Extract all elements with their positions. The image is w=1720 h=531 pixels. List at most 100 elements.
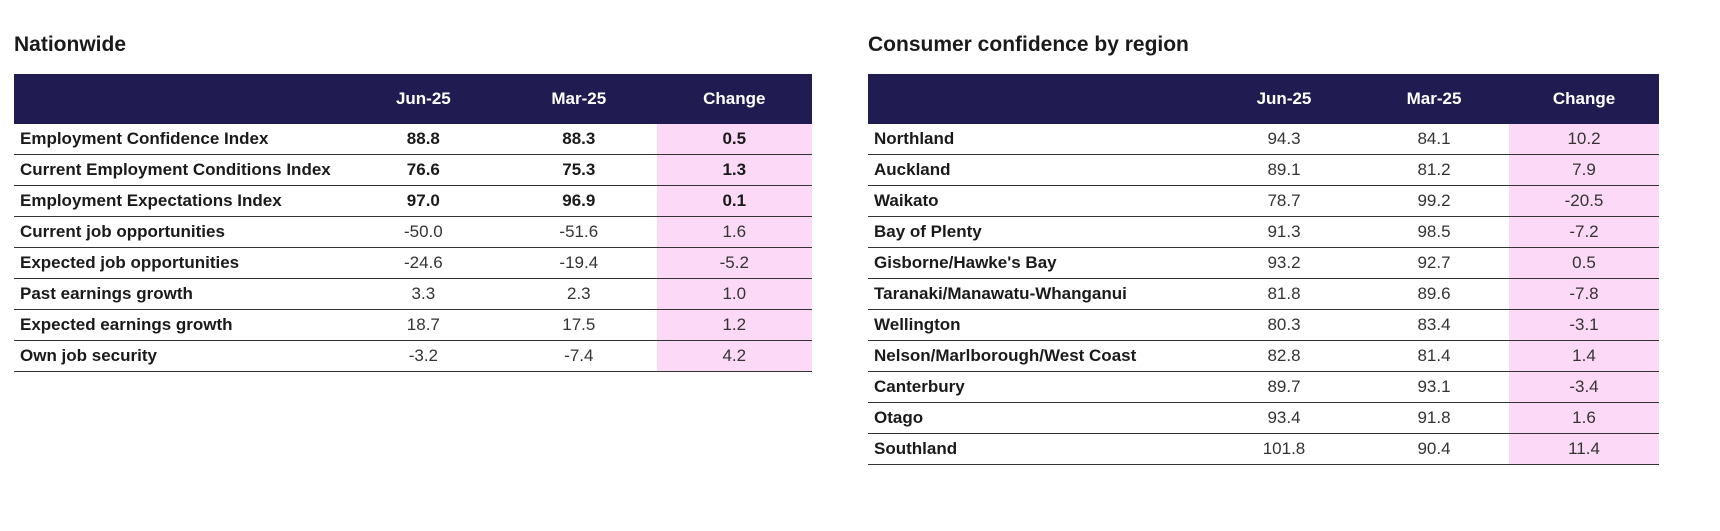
row-label: Bay of Plenty	[868, 216, 1209, 248]
table-header-row: Jun-25 Mar-25 Change	[868, 74, 1659, 124]
change-value: 7.9	[1509, 154, 1659, 186]
jun-25-value: 94.3	[1209, 124, 1359, 155]
mar-25-value: 99.2	[1359, 185, 1509, 217]
column-header-label	[14, 74, 346, 124]
jun-25-value: 93.4	[1209, 402, 1359, 434]
mar-25-value: 93.1	[1359, 371, 1509, 403]
mar-25-value: 81.2	[1359, 154, 1509, 186]
change-value: -3.1	[1509, 309, 1659, 341]
nationwide-table: Jun-25 Mar-25 Change Employment Confiden…	[14, 74, 812, 372]
column-header-mar-25: Mar-25	[1406, 89, 1462, 108]
row-label: Auckland	[868, 154, 1209, 186]
jun-25-value: 97.0	[345, 185, 502, 217]
change-value: 1.3	[656, 154, 812, 186]
table-row: Gisborne/Hawke's Bay 93.2 92.7 0.5	[868, 247, 1659, 279]
mar-25-value: 98.5	[1359, 216, 1509, 248]
mar-25-value: 17.5	[501, 309, 657, 341]
table-row: Auckland 89.1 81.2 7.9	[868, 154, 1659, 186]
table-row: Bay of Plenty 91.3 98.5 -7.2	[868, 216, 1659, 248]
mar-25-value: 92.7	[1359, 247, 1509, 279]
jun-25-value: 81.8	[1209, 278, 1359, 310]
jun-25-value: 93.2	[1209, 247, 1359, 279]
row-label: Southland	[868, 433, 1209, 465]
mar-25-value: -7.4	[501, 340, 657, 372]
row-label: Employment Expectations Index	[14, 185, 346, 217]
mar-25-value: -51.6	[501, 216, 657, 248]
mar-25-value: -19.4	[501, 247, 657, 279]
table-row: Employment Expectations Index 97.0 96.9 0.1	[14, 185, 812, 217]
table-row: Southland 101.8 90.4 11.4	[868, 433, 1659, 465]
mar-25-value: 91.8	[1359, 402, 1509, 434]
regional-panel: Consumer confidence by region Jun-25 Mar…	[868, 30, 1659, 465]
table-row: Nelson/Marlborough/West Coast 82.8 81.4 1.4	[868, 340, 1659, 372]
jun-25-value: 89.7	[1209, 371, 1359, 403]
jun-25-value: 89.1	[1209, 154, 1359, 186]
jun-25-value: 78.7	[1209, 185, 1359, 217]
table-row: Expected earnings growth 18.7 17.5 1.2	[14, 309, 812, 341]
table-row: Own job security -3.2 -7.4 4.2	[14, 340, 812, 372]
mar-25-value: 75.3	[501, 154, 657, 186]
row-label: Waikato	[868, 185, 1209, 217]
column-header-jun-25: Jun-25	[395, 89, 451, 108]
change-value: 1.0	[656, 278, 812, 310]
table-row: Northland 94.3 84.1 10.2	[868, 124, 1659, 155]
change-value: -3.4	[1509, 371, 1659, 403]
table-row: Otago 93.4 91.8 1.6	[868, 402, 1659, 434]
change-value: -7.8	[1509, 278, 1659, 310]
column-header-mar-25: Mar-25	[551, 89, 607, 108]
change-value: -7.2	[1509, 216, 1659, 248]
column-header-change: Change	[703, 89, 766, 108]
change-value: 0.5	[1509, 247, 1659, 279]
row-label: Current Employment Conditions Index	[14, 154, 346, 186]
column-header-jun-25: Jun-25	[1256, 89, 1312, 108]
jun-25-value: -24.6	[345, 247, 502, 279]
table-row: Employment Confidence Index 88.8 88.3 0.5	[14, 124, 812, 155]
nationwide-panel: Nationwide Jun-25 Mar-25 Change Employme…	[14, 30, 812, 372]
jun-25-value: 101.8	[1209, 433, 1359, 465]
table-row: Waikato 78.7 99.2 -20.5	[868, 185, 1659, 217]
change-value: 1.4	[1509, 340, 1659, 372]
jun-25-value: 91.3	[1209, 216, 1359, 248]
row-label: Expected earnings growth	[14, 309, 346, 341]
change-value: 0.5	[656, 124, 812, 155]
mar-25-value: 81.4	[1359, 340, 1509, 372]
table-row: Expected job opportunities -24.6 -19.4 -5.2	[14, 247, 812, 279]
row-label: Taranaki/Manawatu-Whanganui	[868, 278, 1209, 310]
mar-25-value: 84.1	[1359, 124, 1509, 155]
jun-25-value: 76.6	[345, 154, 502, 186]
jun-25-value: -50.0	[345, 216, 502, 248]
row-label: Gisborne/Hawke's Bay	[868, 247, 1209, 279]
mar-25-value: 83.4	[1359, 309, 1509, 341]
mar-25-value: 89.6	[1359, 278, 1509, 310]
change-value: -20.5	[1509, 185, 1659, 217]
row-label: Current job opportunities	[14, 216, 346, 248]
regional-table: Jun-25 Mar-25 Change Northland 94.3 84.1 10…	[868, 74, 1659, 465]
row-label: Wellington	[868, 309, 1209, 341]
change-value: 1.6	[656, 216, 812, 248]
row-label: Canterbury	[868, 371, 1209, 403]
change-value: 4.2	[656, 340, 812, 372]
row-label: Otago	[868, 402, 1209, 434]
mar-25-value: 88.3	[501, 124, 657, 155]
table-row: Canterbury 89.7 93.1 -3.4	[868, 371, 1659, 403]
jun-25-value: 18.7	[345, 309, 502, 341]
row-label: Northland	[868, 124, 1209, 155]
jun-25-value: 80.3	[1209, 309, 1359, 341]
table-header-row: Jun-25 Mar-25 Change	[14, 74, 812, 124]
table-row: Current job opportunities -50.0 -51.6 1.6	[14, 216, 812, 248]
jun-25-value: 88.8	[345, 124, 502, 155]
row-label: Own job security	[14, 340, 346, 372]
row-label: Past earnings growth	[14, 278, 346, 310]
mar-25-value: 96.9	[501, 185, 657, 217]
mar-25-value: 2.3	[501, 278, 657, 310]
change-value: -5.2	[656, 247, 812, 279]
row-label: Employment Confidence Index	[14, 124, 346, 155]
row-label: Expected job opportunities	[14, 247, 346, 279]
change-value: 11.4	[1509, 433, 1659, 465]
change-value: 0.1	[656, 185, 812, 217]
change-value: 10.2	[1509, 124, 1659, 155]
change-value: 1.6	[1509, 402, 1659, 434]
table-row: Current Employment Conditions Index 76.6 7…	[14, 154, 812, 186]
jun-25-value: -3.2	[345, 340, 502, 372]
column-header-change: Change	[1552, 89, 1616, 108]
